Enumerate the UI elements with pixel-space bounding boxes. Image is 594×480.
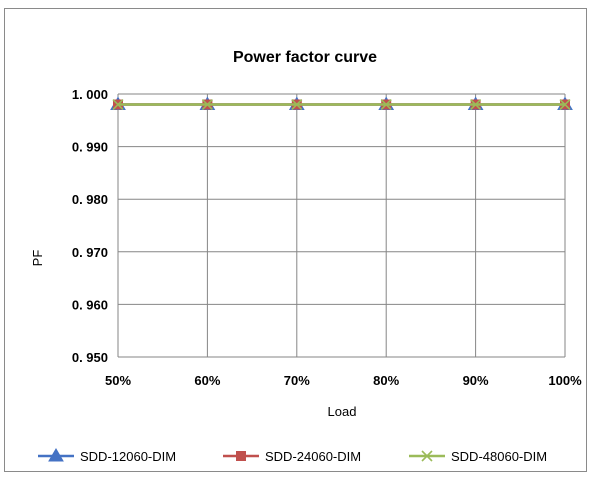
y-axis-label: PF [30,250,45,267]
legend-marker-SDD-48060-DIM [421,450,433,462]
y-tick-label-0: 0. 950 [72,350,108,365]
x-axis-label: Load [328,404,357,419]
legend-label-SDD-12060-DIM: SDD-12060-DIM [80,449,176,464]
point-SDD-48060-DIM-60% [201,98,213,111]
point-SDD-48060-DIM-80% [380,98,392,111]
y-tick-label-5: 1. 000 [72,87,108,102]
y-tick-label-3: 0. 980 [72,192,108,207]
point-SDD-48060-DIM-70% [291,98,303,111]
chart-title: Power factor curve [233,49,377,66]
legend-marker-SDD-24060-DIM [236,451,246,461]
x-tick-labels: 50% 60% 70% 80% 90% 100% [105,373,582,388]
legend-label-SDD-24060-DIM: SDD-24060-DIM [265,449,361,464]
x-tick-label-4: 90% [463,373,489,388]
x-tick-label-5: 100% [548,373,582,388]
gridlines [117,93,566,358]
point-SDD-48060-DIM-90% [470,98,482,111]
y-tick-label-4: 0. 990 [72,140,108,155]
y-tick-labels: 0. 950 0. 960 0. 970 0. 980 0. 990 1. 000 [72,87,108,365]
x-tick-label-1: 60% [194,373,220,388]
legend-marker-SDD-12060-DIM [48,448,64,462]
x-tick-label-0: 50% [105,373,131,388]
series-SDD-48060-DIM [112,98,571,111]
legend: SDD-12060-DIM SDD-24060-DIM SDD-48060-DIM [38,448,547,464]
legend-entry-SDD-48060-DIM: SDD-48060-DIM [409,449,547,464]
chart-frame [4,8,587,472]
x-tick-label-2: 70% [284,373,310,388]
y-tick-label-1: 0. 960 [72,297,108,312]
y-tick-label-2: 0. 970 [72,245,108,260]
series-lines [110,96,573,111]
legend-label-SDD-48060-DIM: SDD-48060-DIM [451,449,547,464]
x-tick-label-3: 80% [373,373,399,388]
legend-entry-SDD-24060-DIM: SDD-24060-DIM [223,449,361,464]
point-SDD-48060-DIM-50% [112,98,124,111]
legend-entry-SDD-12060-DIM: SDD-12060-DIM [38,448,176,464]
point-SDD-48060-DIM-100% [559,98,571,111]
